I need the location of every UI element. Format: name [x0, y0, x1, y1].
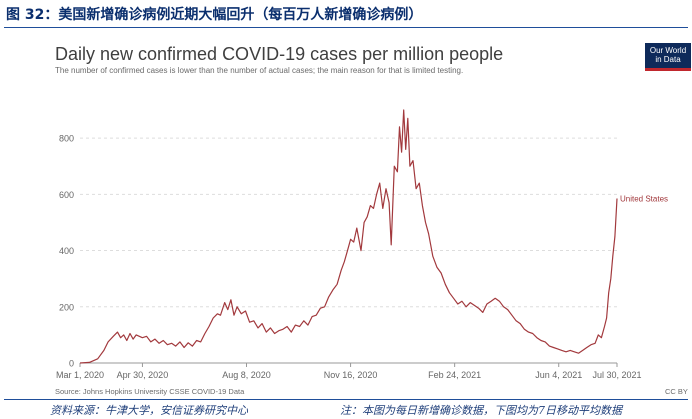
- y-tick-label: 600: [59, 190, 74, 200]
- chart-subtitle: The number of confirmed cases is lower t…: [55, 66, 464, 75]
- x-tick-labels: Mar 1, 2020 Apr 30, 2020 Aug 8, 2020 Nov 16…: [56, 363, 642, 380]
- series-line-united-states[interactable]: [79, 109, 618, 364]
- footer-rule: [4, 399, 688, 400]
- data-source-footnote: 资料来源：牛津大学，安信证券研究中心: [50, 404, 248, 417]
- y-tick-label: 400: [59, 246, 74, 256]
- source-note: Source: Johns Hopkins University CSSE CO…: [55, 387, 245, 396]
- chart-title: Daily new confirmed COVID-19 cases per m…: [55, 44, 504, 64]
- y-tick-label: 200: [59, 302, 74, 312]
- x-tick-label: Jul 30, 2021: [592, 370, 641, 380]
- method-footnote: 注：本图为每日新增确诊数据，下图均为7日移动平均数据: [340, 404, 622, 417]
- y-tick-label: 800: [59, 134, 74, 144]
- x-tick-label: Jun 4, 2021: [535, 370, 582, 380]
- y-tick-label: 0: [69, 359, 74, 369]
- grid-layer: [80, 137, 617, 364]
- figure-title-rule: [4, 27, 688, 28]
- x-tick-label: Aug 8, 2020: [222, 370, 271, 380]
- owid-logo-line2: in Data: [655, 55, 681, 64]
- series-layer: United States: [79, 109, 668, 364]
- license-label[interactable]: CC BY: [665, 387, 688, 396]
- x-tick-label: Feb 24, 2021: [428, 370, 481, 380]
- owid-logo[interactable]: Our World in Data: [645, 43, 691, 71]
- y-tick-labels: 0 200 400 600 800: [59, 134, 74, 369]
- owid-logo-line1: Our World: [649, 46, 687, 55]
- x-tick-label: Mar 1, 2020: [56, 370, 104, 380]
- x-tick-label: Apr 30, 2020: [117, 370, 169, 380]
- figure-title: 图 32：美国新增确诊病例近期大幅回升（每百万人新增确诊病例）: [6, 7, 423, 23]
- series-label-united-states: United States: [620, 195, 668, 204]
- x-tick-label: Nov 16, 2020: [324, 370, 378, 380]
